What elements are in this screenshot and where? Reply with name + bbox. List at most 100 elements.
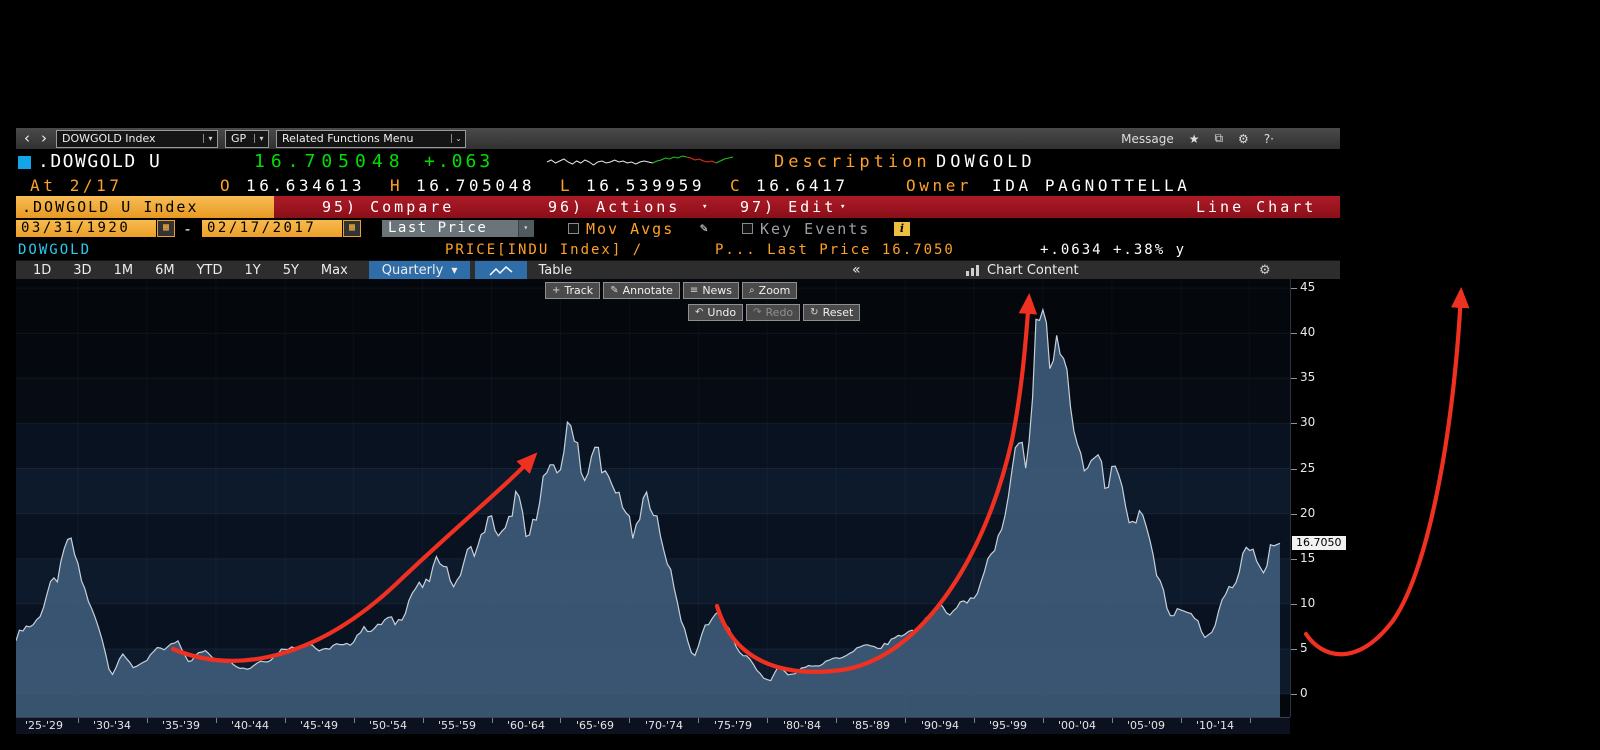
chart-content-button[interactable]: Chart Content bbox=[966, 261, 1079, 280]
tab-1m[interactable]: 1M bbox=[113, 263, 134, 278]
toolbar-right-icons: Message ★ ⧉ ⚙ ?· bbox=[1121, 131, 1334, 146]
x-axis-label: '05-'09 bbox=[1126, 719, 1166, 732]
y-axis-label: 5 bbox=[1300, 641, 1308, 655]
mov-avgs-label: Mov Avgs bbox=[586, 220, 675, 238]
x-axis-label: '75-'79 bbox=[713, 719, 753, 732]
chevron-down-icon[interactable]: ⌄ bbox=[451, 134, 465, 143]
chart-toolbar-row1: + Track ✎ Annotate ≡ News ⌕ Zoom bbox=[545, 282, 798, 299]
tab-max[interactable]: Max bbox=[320, 263, 348, 278]
x-axis-label: '95-'99 bbox=[988, 719, 1028, 732]
reset-button[interactable]: ↻ Reset bbox=[803, 304, 861, 321]
chart-settings-gear-icon[interactable]: ⚙ bbox=[1259, 263, 1271, 278]
price-type-select[interactable]: Last Price ▾ bbox=[382, 220, 534, 237]
study-row: DOWGOLD PRICE[INDU Index] / P... Last Pr… bbox=[16, 240, 1340, 260]
chevron-down-icon[interactable]: ▾ bbox=[203, 134, 217, 143]
chevron-down-icon[interactable]: ▾ bbox=[518, 220, 534, 237]
info-icon[interactable]: i bbox=[894, 222, 910, 236]
y-axis-tick bbox=[1291, 514, 1297, 515]
owner-value: IDA PAGNOTTELLA bbox=[992, 176, 1191, 195]
x-axis-label: '90-'94 bbox=[920, 719, 960, 732]
track-label: Track bbox=[564, 284, 594, 297]
related-functions-menu[interactable]: Related Functions Menu ⌄ bbox=[276, 129, 466, 148]
chevron-down-icon[interactable]: ▾ bbox=[254, 134, 268, 143]
open-label: O bbox=[220, 176, 234, 195]
redo-button[interactable]: ↷ Redo bbox=[746, 304, 801, 321]
redo-label: Redo bbox=[765, 306, 794, 319]
y-axis-label: 20 bbox=[1300, 506, 1316, 520]
chart-controls-row: 03/31/1920 ▦ - 02/17/2017 ▦ Last Price ▾… bbox=[16, 218, 1340, 240]
high-label: H bbox=[390, 176, 404, 195]
low-value: 16.539959 bbox=[586, 176, 706, 195]
collapse-panel-button[interactable]: « bbox=[852, 262, 861, 278]
x-axis-label: '30-'34 bbox=[92, 719, 132, 732]
gp-function-dropdown[interactable]: GP ▾ bbox=[225, 129, 269, 148]
x-axis-tick bbox=[1250, 718, 1251, 723]
tab-3d[interactable]: 3D bbox=[73, 263, 92, 278]
period-tabs: 1D 3D 1M 6M YTD 1Y 5Y Max Quarterly ▼ Ta… bbox=[16, 261, 1340, 280]
redo-arrow-icon: ↷ bbox=[753, 307, 762, 318]
owner-label: Owner bbox=[906, 176, 973, 195]
news-button[interactable]: ≡ News bbox=[682, 282, 740, 299]
nav-back-button[interactable]: ‹ bbox=[24, 129, 30, 147]
news-icon: ≡ bbox=[689, 285, 699, 296]
y-axis: 0 5 10 15 20 25 30 35 40 45 bbox=[1290, 279, 1341, 717]
line-chart-type-tab[interactable] bbox=[475, 261, 528, 280]
tab-ytd[interactable]: YTD bbox=[196, 263, 223, 278]
x-axis-label: '00-'04 bbox=[1057, 719, 1097, 732]
as-of-date: At 2/17 bbox=[30, 176, 123, 195]
tab-table[interactable]: Table bbox=[538, 263, 573, 278]
mov-avgs-checkbox[interactable] bbox=[568, 223, 579, 234]
y-axis-tick bbox=[1291, 469, 1297, 470]
chart-plot-area[interactable]: + Track ✎ Annotate ≡ News ⌕ Zoom ↶ Undo ↷ Redo… bbox=[16, 279, 1290, 717]
undo-button[interactable]: ↶ Undo bbox=[688, 304, 744, 321]
x-axis-label: '45-'49 bbox=[299, 719, 339, 732]
function-menu-bar: .DOWGOLD U Index 95) Compare 96) Actions… bbox=[16, 196, 1340, 218]
compare-menu-button[interactable]: 95) Compare bbox=[322, 198, 455, 216]
calendar-icon[interactable]: ▦ bbox=[343, 220, 361, 237]
tab-6m[interactable]: 6M bbox=[155, 263, 175, 278]
frequency-value: Quarterly bbox=[381, 263, 444, 278]
frequency-dropdown[interactable]: Quarterly ▼ bbox=[368, 261, 471, 280]
date-from-field[interactable]: 03/31/1920 bbox=[16, 220, 156, 237]
y-axis-tick bbox=[1291, 559, 1297, 560]
close-label: C bbox=[730, 176, 744, 195]
favorites-star-icon[interactable]: ★ bbox=[1188, 131, 1200, 146]
edit-menu-button[interactable]: 97) Edit bbox=[740, 198, 837, 216]
zoom-button[interactable]: ⌕ Zoom bbox=[742, 282, 798, 299]
calendar-icon[interactable]: ▦ bbox=[157, 220, 175, 237]
export-icon[interactable]: ⧉ bbox=[1214, 131, 1224, 145]
x-axis-tick bbox=[560, 718, 561, 723]
gp-label: GP bbox=[231, 132, 247, 145]
chevron-down-icon[interactable]: ▾ bbox=[840, 202, 849, 212]
tab-1d[interactable]: 1D bbox=[33, 263, 52, 278]
settings-gear-icon[interactable]: ⚙ bbox=[1238, 131, 1249, 146]
x-axis-tick bbox=[78, 718, 79, 723]
help-icon[interactable]: ?· bbox=[1263, 131, 1274, 146]
zoom-magnifier-icon: ⌕ bbox=[749, 285, 755, 296]
description-value: DOWGOLD bbox=[936, 152, 1036, 172]
y-axis-label: 10 bbox=[1300, 596, 1316, 610]
x-axis-tick bbox=[147, 718, 148, 723]
security-tab[interactable]: .DOWGOLD U Index bbox=[16, 196, 274, 218]
annotate-pencil-icon[interactable]: ✎ bbox=[700, 221, 708, 236]
x-axis-label: '10-'14 bbox=[1195, 719, 1235, 732]
security-input[interactable]: DOWGOLD Index ▾ bbox=[56, 129, 218, 148]
nav-forward-button[interactable]: › bbox=[41, 129, 47, 147]
actions-menu-button[interactable]: 96) Actions bbox=[548, 198, 681, 216]
price-type-value: Last Price bbox=[388, 220, 488, 236]
x-axis-tick bbox=[767, 718, 768, 723]
zoom-label: Zoom bbox=[758, 284, 791, 297]
x-axis-tick bbox=[423, 718, 424, 723]
last-price-value: 16.705048 bbox=[254, 151, 406, 172]
chevron-down-icon[interactable]: ▾ bbox=[702, 202, 711, 212]
message-button[interactable]: Message bbox=[1121, 131, 1174, 146]
tab-1y[interactable]: 1Y bbox=[244, 263, 261, 278]
key-events-checkbox[interactable] bbox=[742, 223, 753, 234]
x-axis-tick bbox=[974, 718, 975, 723]
tab-5y[interactable]: 5Y bbox=[282, 263, 299, 278]
annotate-button[interactable]: ✎ Annotate bbox=[603, 282, 680, 299]
key-events-label: Key Events bbox=[760, 220, 871, 238]
y-axis-tick bbox=[1291, 649, 1297, 650]
date-to-field[interactable]: 02/17/2017 bbox=[202, 220, 342, 237]
track-button[interactable]: + Track bbox=[545, 282, 601, 299]
